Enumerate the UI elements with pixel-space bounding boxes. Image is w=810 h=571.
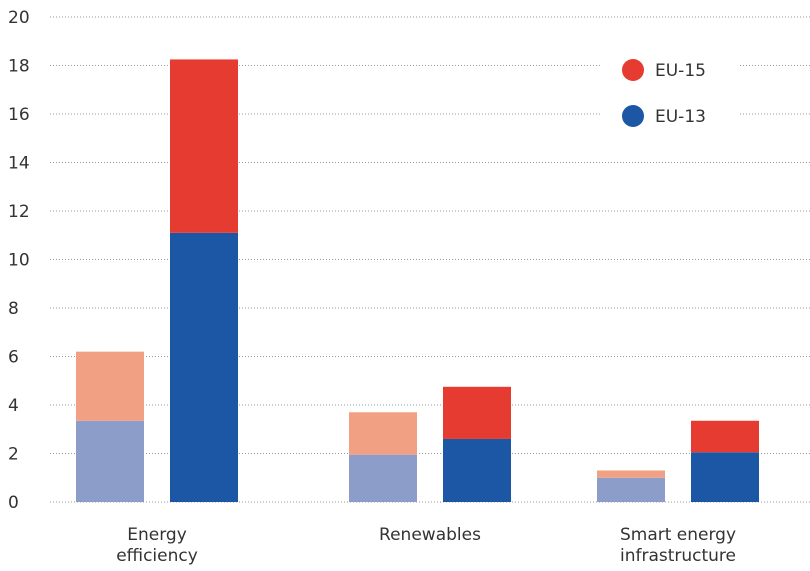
y-tick-label: 14: [8, 154, 30, 174]
legend-marker-eu-15: [622, 59, 644, 81]
legend-label-eu-13: EU-13: [655, 107, 706, 127]
legend-marker-eu-13: [622, 105, 644, 127]
bar-eu-13-light: [597, 477, 665, 502]
y-tick-label: 10: [8, 251, 30, 271]
x-category-label: Renewables: [379, 525, 481, 545]
bar-eu-13-light: [76, 420, 144, 502]
bar-eu-15-light: [349, 412, 417, 455]
legend: EU-15 EU-13: [600, 48, 740, 138]
bar-eu-13-light: [349, 454, 417, 502]
bar-eu-15-dark: [170, 59, 238, 233]
y-tick-label: 0: [8, 493, 19, 513]
y-tick-label: 20: [8, 8, 30, 28]
y-tick-label: 4: [8, 396, 19, 416]
x-category-label: Smart energy: [620, 525, 736, 545]
legend-background: [600, 48, 740, 138]
bars: [76, 59, 759, 502]
x-category-label: efficiency: [116, 546, 198, 566]
bar-eu-13-dark: [443, 438, 511, 502]
y-tick-label: 2: [8, 445, 19, 465]
y-tick-label: 16: [8, 105, 30, 125]
y-tick-label: 18: [8, 57, 30, 77]
y-tick-label: 8: [8, 299, 19, 319]
y-axis-tick-labels: 0 2 4 6 8 10 12 14 16 18 20: [8, 8, 30, 513]
legend-label-eu-15: EU-15: [655, 61, 706, 81]
x-category-label: infrastructure: [620, 546, 736, 566]
y-tick-label: 12: [8, 202, 30, 222]
y-tick-label: 6: [8, 348, 19, 368]
bar-eu-13-dark: [691, 452, 759, 502]
bar-eu-15-light: [76, 351, 144, 421]
bar-eu-15-dark: [691, 420, 759, 453]
bar-eu-15-light: [597, 470, 665, 478]
bar-eu-13-dark: [170, 232, 238, 502]
x-category-label: Energy: [127, 525, 187, 545]
bar-eu-15-dark: [443, 386, 511, 439]
